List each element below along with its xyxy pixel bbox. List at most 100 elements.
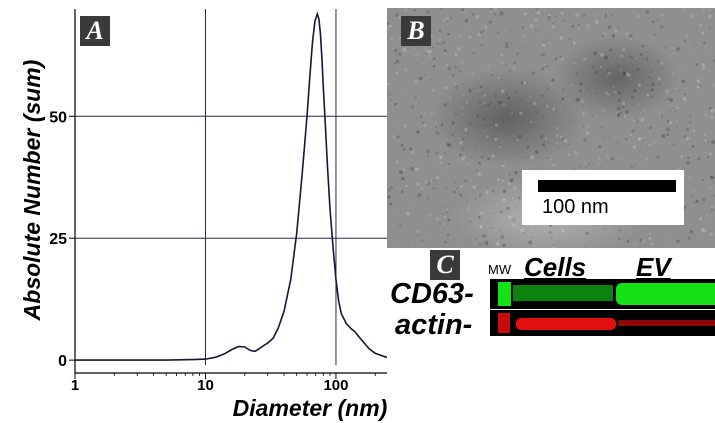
tem-grain: [647, 76, 650, 78]
tem-grain: [475, 243, 477, 245]
tem-grain: [400, 144, 404, 147]
tem-grain: [491, 212, 494, 214]
tem-grain: [414, 107, 416, 109]
tem-grain: [445, 64, 449, 68]
tem-grain: [464, 19, 469, 23]
tem-grain: [453, 82, 457, 86]
tem-grain: [512, 197, 514, 199]
tem-grain: [507, 69, 512, 73]
tem-grain: [568, 37, 572, 41]
tem-grain: [470, 155, 472, 158]
tem-grain: [576, 97, 580, 102]
tem-grain: [500, 53, 503, 57]
tem-grain: [559, 36, 564, 40]
tem-grain: [618, 10, 620, 13]
tem-grain: [479, 31, 483, 34]
tem-grain: [535, 8, 538, 11]
tem-grain: [487, 23, 489, 25]
tem-grain: [567, 12, 570, 15]
tem-grain: [619, 53, 624, 58]
tem-grain: [468, 35, 472, 39]
tem-grain: [582, 32, 584, 34]
tem-grain: [400, 179, 402, 181]
tem-grain: [443, 129, 445, 132]
tem-grain: [451, 73, 455, 77]
panel-c-letter: C: [430, 250, 460, 280]
tem-grain: [515, 53, 519, 56]
tem-grain: [492, 190, 495, 193]
tem-grain: [461, 93, 465, 96]
tem-grain: [656, 59, 660, 63]
tem-grain: [523, 12, 527, 16]
actin-cells-band: [516, 318, 616, 330]
tem-grain: [387, 188, 392, 192]
tem-grain: [665, 89, 670, 94]
mw-label: MW: [488, 262, 512, 277]
tem-grain: [579, 82, 583, 86]
tem-grain: [625, 110, 630, 114]
tem-grain: [399, 170, 403, 175]
tem-grain: [649, 126, 652, 130]
tem-grain: [646, 145, 649, 147]
tem-grain: [531, 236, 534, 239]
tem-grain: [669, 124, 672, 127]
tem-grain: [552, 21, 555, 25]
tem-grain: [478, 242, 483, 247]
tem-grain: [454, 112, 457, 116]
tem-grain: [625, 72, 629, 76]
tem-grain: [512, 223, 516, 227]
tem-grain: [458, 35, 461, 38]
tem-grain: [594, 92, 597, 95]
tem-grain: [622, 71, 627, 76]
tem-grain: [708, 70, 711, 73]
tem-grain: [606, 155, 610, 159]
tem-grain: [551, 78, 555, 82]
tem-grain: [493, 93, 498, 98]
tem-grain: [397, 140, 399, 142]
tem-grain: [414, 47, 417, 50]
tem-grain: [471, 72, 474, 75]
tem-grain: [651, 20, 655, 24]
tem-grain: [541, 52, 546, 57]
tem-grain: [663, 46, 667, 49]
tem-grain: [582, 125, 585, 128]
tem-grain: [586, 35, 589, 38]
tem-grain: [532, 101, 537, 106]
tem-grain: [443, 49, 448, 53]
tem-grain: [697, 156, 701, 161]
tem-grain: [462, 138, 465, 141]
tem-grain: [549, 83, 552, 86]
tem-grain: [695, 61, 699, 64]
tem-grain: [695, 62, 699, 66]
tem-grain: [604, 13, 607, 16]
tem-grain: [509, 178, 514, 183]
tem-grain: [696, 237, 699, 240]
tem-grain: [410, 167, 414, 171]
tem-grain: [402, 47, 407, 52]
tem-grain: [523, 232, 525, 234]
tem-grain: [679, 143, 681, 146]
tem-grain: [555, 134, 559, 138]
tem-grain: [660, 61, 664, 65]
tem-grain: [622, 106, 625, 109]
tem-grain: [478, 113, 481, 116]
tem-grain: [685, 136, 689, 141]
tem-grain: [444, 152, 446, 154]
tem-grain: [633, 243, 636, 246]
tem-grain: [690, 14, 695, 18]
tem-grain: [477, 89, 480, 92]
tem-grain: [498, 101, 502, 104]
tem-grain: [559, 108, 561, 110]
tem-grain: [479, 211, 484, 215]
tem-grain: [656, 155, 660, 159]
tem-grain: [434, 86, 436, 88]
tem-grain: [534, 17, 538, 22]
tem-grain: [710, 108, 715, 113]
tem-grain: [617, 99, 621, 103]
tem-grain: [650, 242, 654, 246]
cd63-cells-band: [513, 285, 613, 301]
tem-grain: [415, 117, 418, 120]
tem-grain: [611, 62, 614, 66]
tem-grain: [544, 63, 546, 66]
